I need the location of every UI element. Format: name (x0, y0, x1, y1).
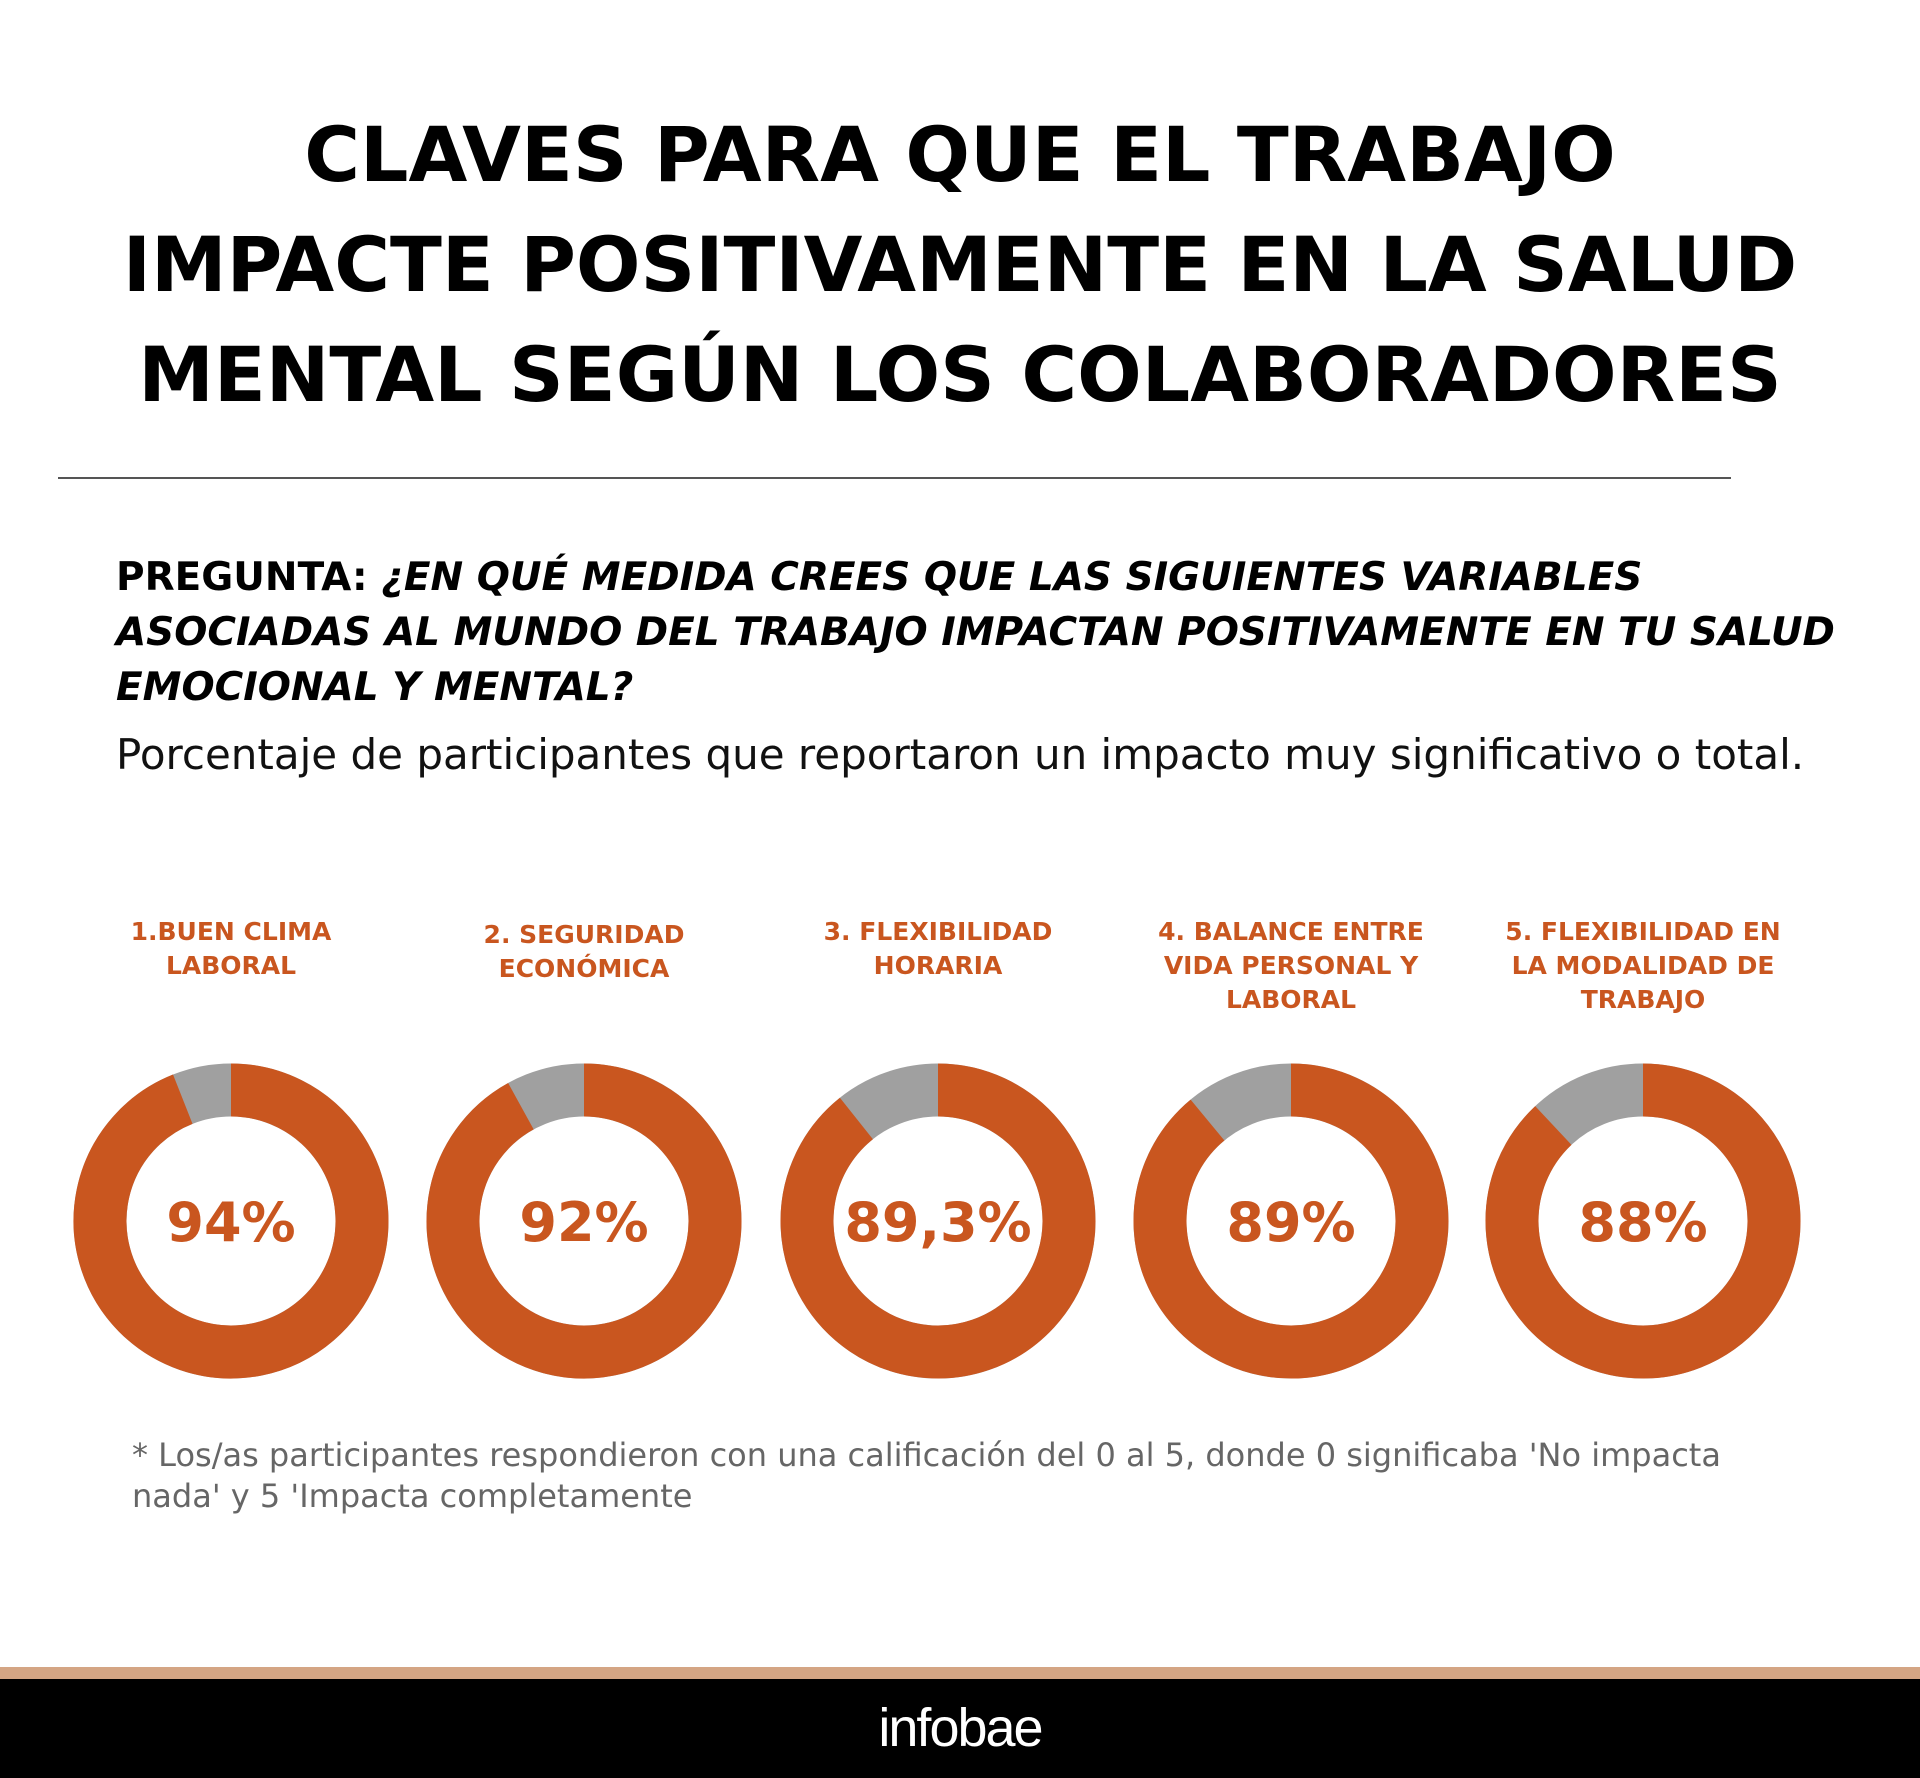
value-label: 94% (166, 1191, 295, 1254)
question-text: ¿EN QUÉ MEDIDA CREES QUE LAS SIGUIENTES … (116, 555, 1835, 710)
category-label-line: ECONÓMICA (498, 954, 670, 983)
title-line: CLAVES PARA QUE EL TRABAJO (304, 110, 1616, 199)
donut-5: 88% (1485, 1063, 1801, 1379)
category-label-line: VIDA PERSONAL Y (1163, 951, 1419, 980)
title-line: IMPACTE POSITIVAMENTE EN LA SALUD (122, 220, 1798, 309)
value-label: 92% (519, 1191, 648, 1254)
donut-value-slice (1133, 1063, 1449, 1379)
value-label: 88% (1578, 1191, 1707, 1254)
category-label: 3. FLEXIBILIDAD HORARIA (778, 915, 1098, 983)
infobae-logo: infobae (878, 1698, 1043, 1758)
footer: infobae (0, 1679, 1920, 1778)
category-label-line: 3. FLEXIBILIDAD (823, 917, 1053, 946)
question-label: PREGUNTA: (116, 555, 368, 600)
category-label: 1.BUEN CLIMA LABORAL (71, 915, 391, 983)
accent-band (0, 1667, 1920, 1679)
category-label-line: LA MODALIDAD DE (1511, 951, 1775, 980)
donut-charts: 94% 92% 89,3% 89% 88% (73, 1063, 1801, 1379)
category-label-line: LABORAL (165, 951, 297, 980)
category-label-line: TRABAJO (1580, 985, 1706, 1014)
category-label-line: 4. BALANCE ENTRE (1158, 917, 1424, 946)
donut-4: 89% (1133, 1063, 1449, 1379)
donut-1: 94% (73, 1063, 389, 1379)
category-label: 2. SEGURIDAD ECONÓMICA (424, 918, 744, 986)
category-label-line: HORARIA (873, 951, 1003, 980)
category-label-line: 2. SEGURIDAD (483, 920, 685, 949)
category-label-line: 1.BUEN CLIMA (130, 917, 332, 946)
donut-3: 89,3% (780, 1063, 1096, 1379)
value-label: 89,3% (844, 1191, 1031, 1254)
category-label-line: 5. FLEXIBILIDAD EN (1505, 917, 1781, 946)
page-title: CLAVES PARA QUE EL TRABAJO IMPACTE POSIT… (0, 100, 1920, 430)
donut-2: 92% (426, 1063, 742, 1379)
donut-value-slice (1485, 1063, 1801, 1379)
subtitle: Porcentaje de participantes que reportar… (116, 730, 1805, 779)
question: PREGUNTA: ¿EN QUÉ MEDIDA CREES QUE LAS S… (116, 550, 1856, 715)
donut-value-slice (780, 1063, 1096, 1379)
donut-value-slice (73, 1063, 389, 1379)
value-label: 89% (1226, 1191, 1355, 1254)
donut-value-slice (426, 1063, 742, 1379)
category-label: 4. BALANCE ENTRE VIDA PERSONAL Y LABORAL (1131, 915, 1451, 1017)
title-line: MENTAL SEGÚN LOS COLABORADORES (138, 330, 1782, 419)
category-label-line: LABORAL (1225, 985, 1357, 1014)
category-label: 5. FLEXIBILIDAD EN LA MODALIDAD DE TRABAJO (1483, 915, 1803, 1017)
divider (58, 477, 1731, 479)
footnote: * Los/as participantes respondieron con … (132, 1436, 1721, 1515)
